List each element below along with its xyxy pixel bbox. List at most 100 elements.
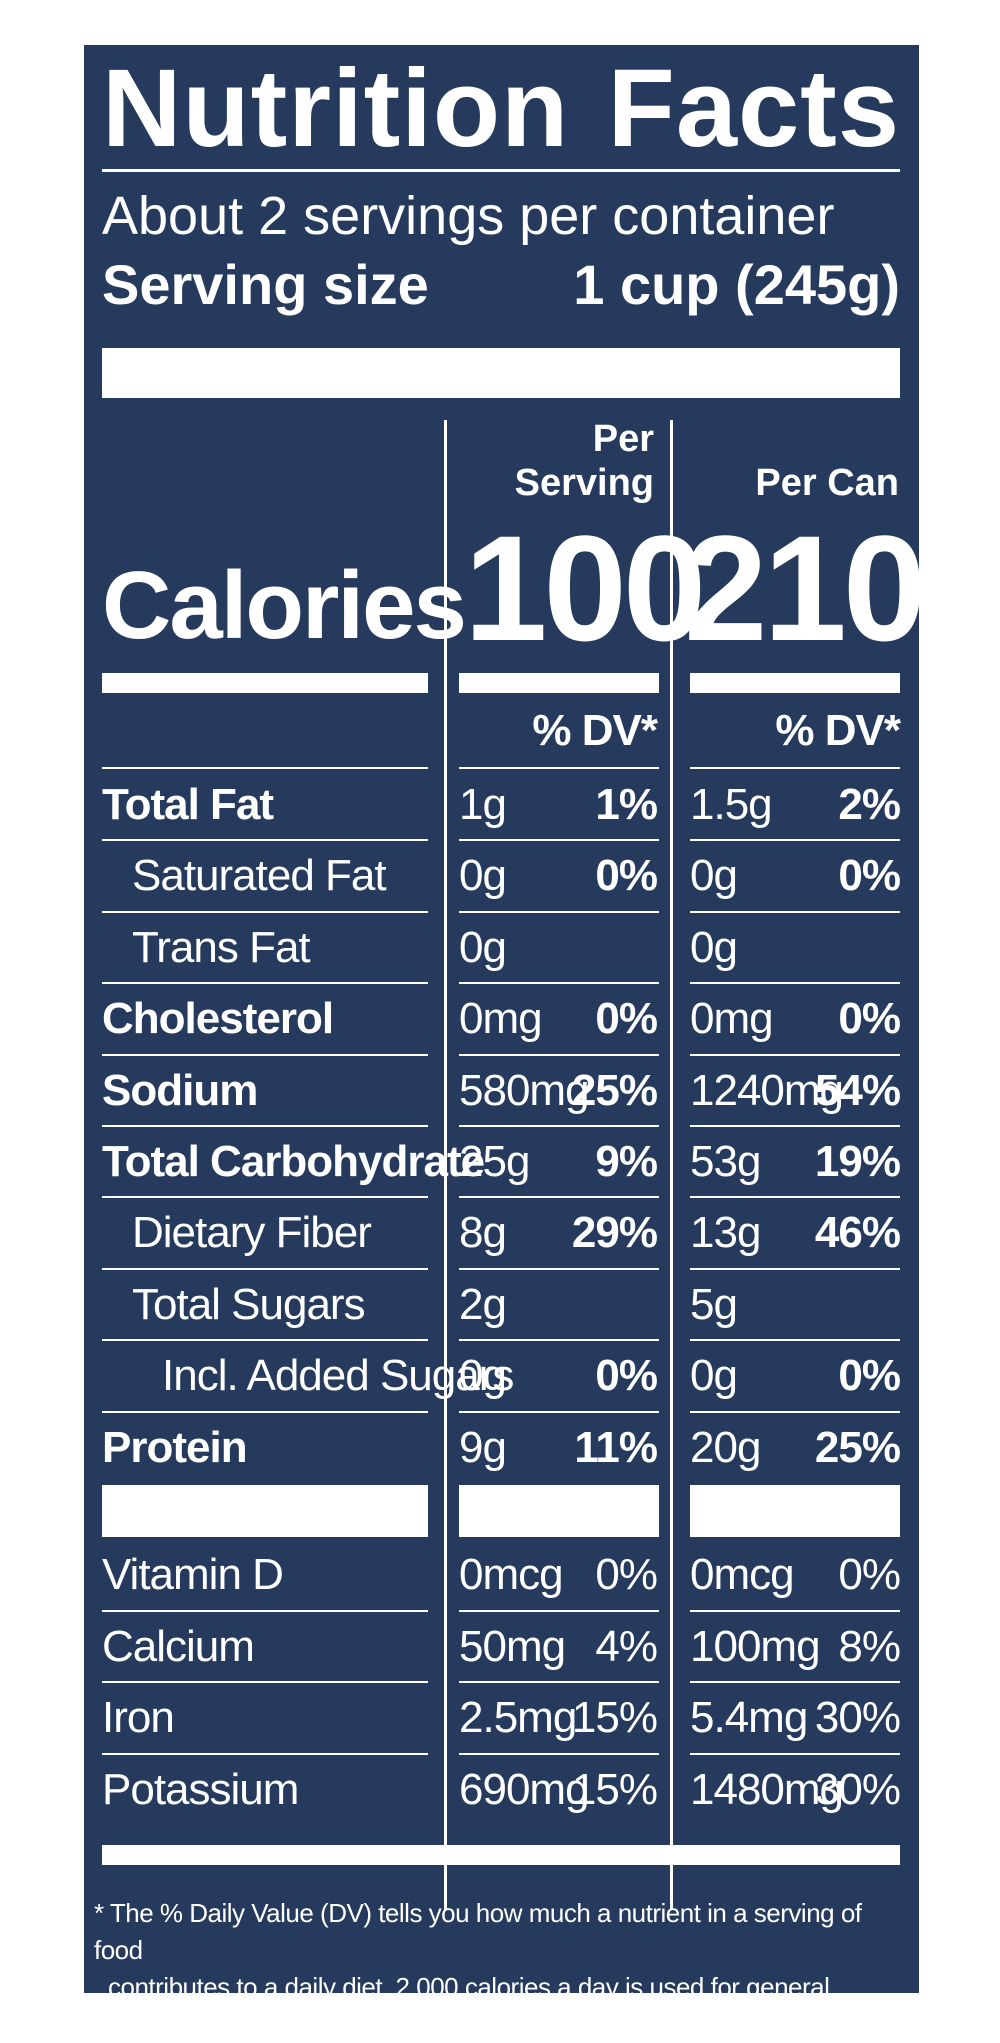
can-amount: 1240mg xyxy=(690,1065,844,1115)
serving-amount: 0g xyxy=(459,1351,507,1401)
row-divider xyxy=(690,1752,900,1755)
thick-bar-vitamins-name xyxy=(102,1485,428,1537)
can-amount: 5.4mg xyxy=(690,1693,808,1743)
serving-dv: 0% xyxy=(595,1351,658,1401)
nutrient-name: Total Sugars xyxy=(132,1279,366,1329)
thick-bar-calories-serving xyxy=(459,673,659,693)
serving-amount: 2g xyxy=(459,1279,507,1329)
row-divider xyxy=(459,839,659,842)
can-amount: 0g xyxy=(690,1351,738,1401)
nutrient-name: Calcium xyxy=(102,1621,255,1671)
can-amount: 0g xyxy=(690,922,738,972)
row-divider xyxy=(459,1609,659,1612)
row-divider xyxy=(459,1339,659,1342)
nutrient-row-calcium: Calcium 50mg 4% 100mg 8% xyxy=(84,1611,919,1683)
row-divider xyxy=(459,1053,659,1056)
row-divider xyxy=(690,1681,900,1684)
per-serving-header-line1: Per xyxy=(592,418,654,460)
nutrition-facts-label: Nutrition Facts About 2 servings per con… xyxy=(84,45,926,2039)
row-divider xyxy=(690,1125,900,1127)
nutrient-name: Iron xyxy=(102,1693,175,1743)
nutrient-row-protein: Protein 9g 11% 20g 25% xyxy=(84,1412,919,1484)
calories-per-serving: 100 xyxy=(464,504,706,672)
can-dv xyxy=(790,1269,900,1341)
row-divider xyxy=(459,982,659,985)
title-word-nutrition: Nutrition xyxy=(102,47,570,170)
per-serving-header: Per Serving xyxy=(474,417,654,505)
row-divider xyxy=(690,1609,900,1612)
can-amount: 20g xyxy=(690,1422,761,1472)
can-dv: 30% xyxy=(814,1693,901,1743)
row-divider xyxy=(102,1681,428,1684)
serving-dv: 29% xyxy=(571,1208,658,1258)
nutrient-name: Dietary Fiber xyxy=(132,1208,372,1258)
thick-bar-footnote xyxy=(102,1845,900,1865)
row-divider xyxy=(102,1196,428,1199)
serving-dv: 0% xyxy=(595,994,658,1044)
row-divider xyxy=(690,1267,900,1270)
serving-size-value: 1 cup (245g) xyxy=(573,253,900,316)
can-dv: 0% xyxy=(838,1351,901,1401)
serving-size: Serving size 1 cup (245g) xyxy=(102,253,900,317)
row-divider xyxy=(459,1267,659,1270)
nutrient-name: Total Carbohydrate xyxy=(102,1137,485,1186)
can-amount: 0g xyxy=(690,851,738,901)
row-divider xyxy=(102,910,428,913)
row-divider-serving xyxy=(459,767,659,769)
servings-per-container: About 2 servings per container xyxy=(102,186,835,246)
row-divider xyxy=(459,1196,659,1199)
can-amount: 0mcg xyxy=(690,1550,795,1599)
nutrient-row-saturated-fat: Saturated Fat 0g 0% 0g 0% xyxy=(84,840,919,912)
can-dv xyxy=(790,912,900,984)
serving-amount: 50mg xyxy=(459,1621,566,1671)
nutrient-row-trans-fat: Trans Fat 0g 0g xyxy=(84,912,919,984)
nutrient-name: Protein xyxy=(102,1422,248,1472)
row-divider xyxy=(102,1125,428,1127)
row-divider xyxy=(690,1053,900,1056)
row-divider xyxy=(459,1752,659,1755)
serving-amount: 0mcg xyxy=(459,1550,564,1599)
row-divider xyxy=(690,839,900,842)
row-divider xyxy=(102,1053,428,1056)
can-dv: 54% xyxy=(814,1065,901,1115)
row-divider xyxy=(690,982,900,985)
nutrient-row-total-fat: Total Fat 1g 1% 1.5g 2% xyxy=(84,769,919,841)
serving-dv: 4% xyxy=(595,1621,658,1671)
can-amount: 5g xyxy=(690,1279,738,1329)
can-dv: 8% xyxy=(838,1621,901,1671)
serving-amount: 0g xyxy=(459,922,507,972)
can-amount: 13g xyxy=(690,1208,761,1258)
nutrient-name: Incl. Added Sugars xyxy=(162,1351,514,1401)
can-dv: 0% xyxy=(838,994,901,1044)
row-divider xyxy=(102,1267,428,1270)
row-divider xyxy=(459,1125,659,1127)
row-divider xyxy=(459,1681,659,1684)
footnote-line2: contributes to a daily diet. 2,000 calor… xyxy=(108,1972,830,2039)
nutrient-name: Sodium xyxy=(102,1065,258,1115)
serving-dv: 15% xyxy=(571,1693,658,1743)
row-divider xyxy=(102,1339,428,1342)
serving-amount: 9g xyxy=(459,1422,507,1472)
can-dv: 2% xyxy=(838,780,901,829)
serving-amount: 690mg xyxy=(459,1764,590,1814)
nutrient-row-vitamin-d: Vitamin D 0mcg 0% 0mcg 0% xyxy=(84,1539,919,1611)
can-amount: 0mg xyxy=(690,994,774,1044)
row-divider-name xyxy=(102,767,428,769)
nutrient-row-sodium: Sodium 580mg 25% 1240mg 54% xyxy=(84,1055,919,1127)
nutrient-name: Trans Fat xyxy=(132,922,311,972)
nutrient-name: Cholesterol xyxy=(102,994,334,1044)
nutrient-row-cholesterol: Cholesterol 0mg 0% 0mg 0% xyxy=(84,983,919,1055)
per-serving-header-line2: Serving xyxy=(514,462,654,504)
title-word-facts: Facts xyxy=(607,47,900,170)
thick-bar-vitamins-serving xyxy=(459,1485,659,1537)
can-dv: 0% xyxy=(838,851,901,901)
can-amount: 53g xyxy=(690,1137,761,1186)
nutrient-row-incl-added-sugars: Incl. Added Sugars 0g 0% 0g 0% xyxy=(84,1340,919,1412)
can-dv: 30% xyxy=(814,1764,901,1814)
thick-bar-vitamins-can xyxy=(690,1485,900,1537)
nutrient-name: Vitamin D xyxy=(102,1550,284,1599)
thick-bar-calories-can xyxy=(690,673,900,693)
row-divider xyxy=(102,1410,428,1413)
serving-amount: 1g xyxy=(459,780,507,829)
row-divider xyxy=(459,1410,659,1413)
